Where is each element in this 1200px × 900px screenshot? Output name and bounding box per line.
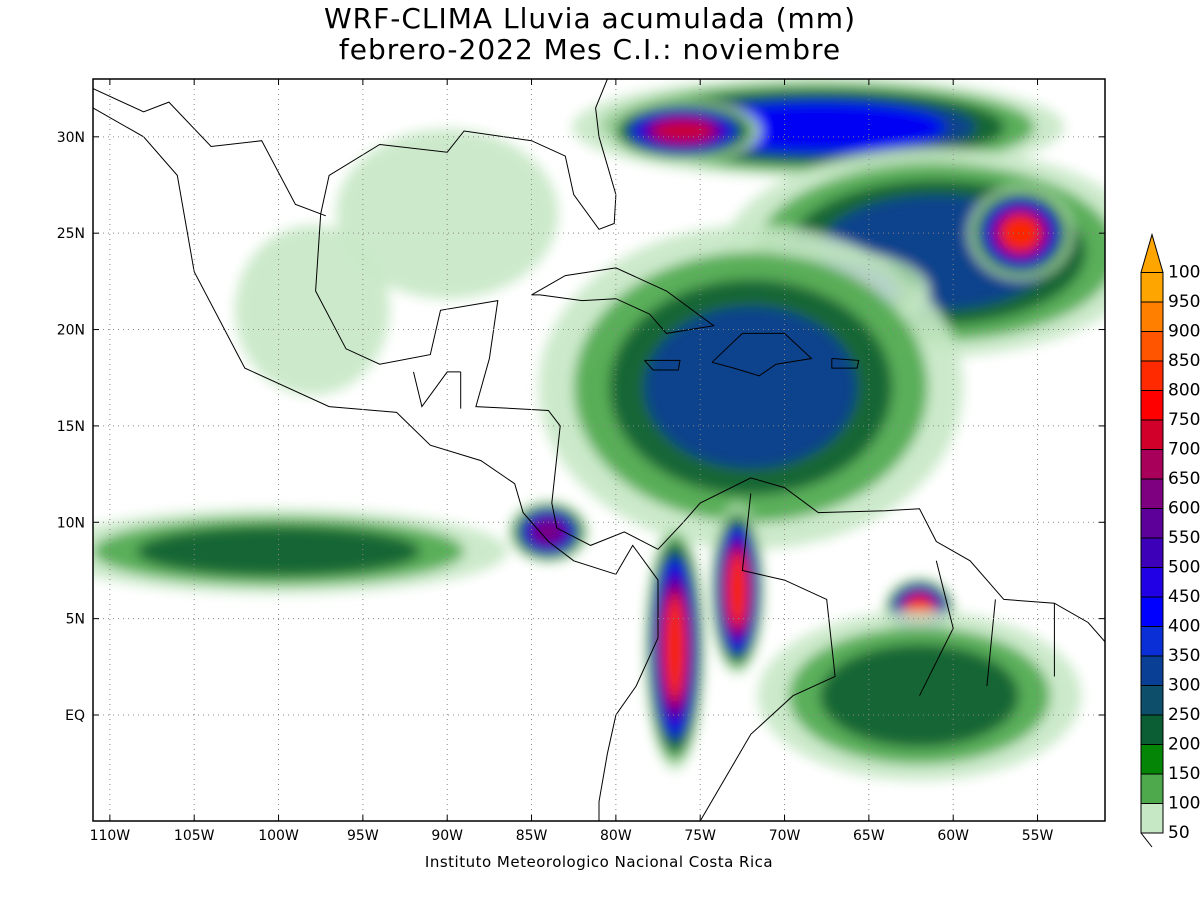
- coastline: [93, 107, 659, 821]
- x-tick-label: 95W: [347, 828, 379, 844]
- rain-contour: [644, 306, 858, 469]
- colorbar: 50 100 150 200 250 300 350 400 450 500 550 600 650 70…: [1140, 232, 1200, 848]
- colorbar-swatch: [1140, 744, 1164, 775]
- x-tick-label: 55W: [1022, 828, 1054, 844]
- colorbar-label: 100: [1168, 263, 1200, 283]
- rain-contour: [819, 643, 1020, 748]
- credit-text: Instituto Meteorologico Nacional Costa R…: [424, 853, 774, 871]
- x-tick-label: 85W: [516, 828, 548, 844]
- colorbar-swatch: [1140, 596, 1164, 627]
- rain-contour: [1001, 216, 1040, 251]
- x-tick-label: 90W: [431, 828, 463, 844]
- colorbar-swatch: [1140, 567, 1164, 598]
- colorbar-top-arrow: [1140, 232, 1164, 273]
- colorbar-label: 200: [1168, 735, 1200, 755]
- x-tick-label: 65W: [853, 828, 885, 844]
- colorbar-label: 350: [1168, 646, 1200, 666]
- x-tick-label: 75W: [684, 828, 716, 844]
- coastline: [320, 79, 617, 230]
- colorbar-label: 750: [1168, 410, 1200, 430]
- coastline: [644, 359, 681, 371]
- map-frame: [92, 78, 1106, 822]
- colorbar-swatch: [1140, 272, 1164, 303]
- colorbar-swatch: [1140, 685, 1164, 716]
- x-tick-label: 60W: [937, 828, 969, 844]
- colorbar-label: 800: [1168, 381, 1200, 401]
- colorbar-label: 300: [1168, 676, 1200, 696]
- colorbar-label: 550: [1168, 528, 1200, 548]
- colorbar-swatch: [1140, 773, 1164, 804]
- colorbar-swatch: [1140, 626, 1164, 657]
- colorbar-swatch: [1140, 331, 1164, 362]
- y-tick-label: 10N: [57, 515, 85, 531]
- colorbar-swatch: [1140, 360, 1164, 391]
- colorbar-label: 850: [1168, 351, 1200, 371]
- map-axes: 110W 105W 100W 95W 90W 85W 80W 75W 70W 65W 60W 55W 3…: [57, 79, 1105, 844]
- colorbar-swatch: [1140, 478, 1164, 509]
- y-tick-label: 5N: [66, 612, 85, 628]
- coastline: [413, 371, 461, 408]
- coastline: [831, 358, 860, 369]
- y-tick-label: EQ: [65, 708, 85, 724]
- rain-contour: [136, 525, 421, 577]
- colorbar-label: 400: [1168, 617, 1200, 637]
- coastline: [531, 267, 715, 334]
- rain-contour: [665, 597, 685, 698]
- colorbar-label: 950: [1168, 292, 1200, 312]
- coastline: [919, 560, 954, 696]
- colorbar-label: 450: [1168, 587, 1200, 607]
- rain-contour: [652, 120, 714, 143]
- colorbar-swatch: [1140, 508, 1164, 539]
- colorbar-swatch: [1140, 419, 1164, 450]
- colorbar-swatch: [1140, 714, 1164, 745]
- x-tick-label: 70W: [769, 828, 801, 844]
- map-grid: [93, 79, 1105, 821]
- colorbar-swatch: [1140, 390, 1164, 421]
- rain-contour: [728, 553, 747, 626]
- y-tick-label: 30N: [57, 130, 85, 146]
- y-tick-label: 25N: [57, 226, 85, 242]
- colorbar-label: 700: [1168, 440, 1200, 460]
- rain-field: [93, 79, 1105, 781]
- y-tick-label: 15N: [57, 419, 85, 435]
- x-tick-label: 105W: [174, 828, 215, 844]
- colorbar-label: 650: [1168, 469, 1200, 489]
- colorbar-label: 150: [1168, 764, 1200, 784]
- coastline: [315, 213, 1105, 643]
- colorbar-swatch: [1140, 449, 1164, 480]
- colorbar-swatch: [1140, 803, 1164, 834]
- map-title-line-2: febrero-2022 Mes C.I.: noviembre: [338, 33, 842, 66]
- coastline: [93, 88, 326, 217]
- colorbar-label: 100: [1168, 794, 1200, 814]
- coastline: [711, 332, 813, 377]
- colorbar-label: 900: [1168, 322, 1200, 342]
- colorbar-swatch: [1140, 655, 1164, 686]
- coastline: [699, 493, 836, 821]
- rain-contour: [336, 128, 559, 299]
- coastline: [986, 599, 996, 687]
- map-title-line-1: WRF-CLIMA Lluvia acumulada (mm): [324, 2, 856, 35]
- y-tick-label: 20N: [57, 323, 85, 339]
- colorbar-bottom-tail: [1140, 832, 1153, 848]
- colorbar-swatch: [1140, 537, 1164, 568]
- rain-contour: [234, 225, 390, 396]
- colorbar-label: 600: [1168, 499, 1200, 519]
- colorbar-label: 500: [1168, 558, 1200, 578]
- colorbar-swatch: [1140, 301, 1164, 332]
- colorbar-label: 250: [1168, 705, 1200, 725]
- coastlines: [93, 79, 1105, 821]
- x-tick-label: 100W: [258, 828, 299, 844]
- colorbar-label: 50: [1168, 823, 1190, 843]
- x-tick-label: 110W: [90, 828, 131, 844]
- x-tick-label: 80W: [600, 828, 632, 844]
